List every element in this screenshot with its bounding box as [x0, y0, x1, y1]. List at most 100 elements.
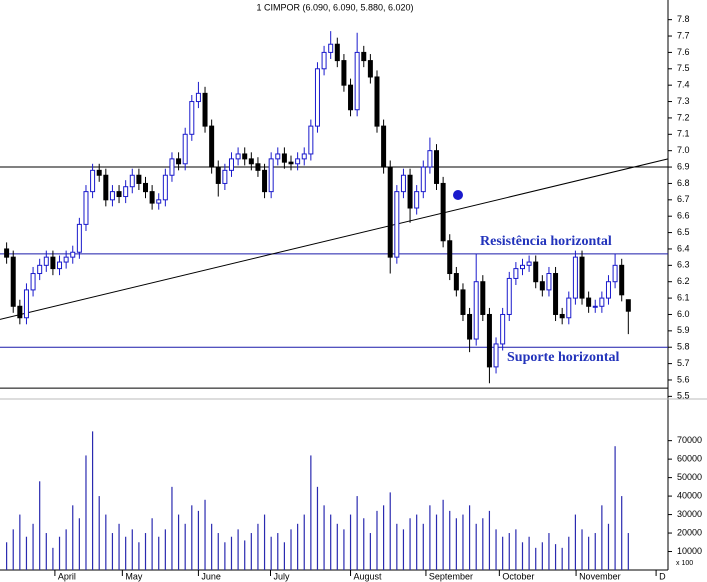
x-tick-label: August — [354, 571, 383, 581]
y-tick-label: 7.4 — [677, 80, 690, 90]
y-tick-label: 7.3 — [677, 96, 690, 106]
y-tick-label: 7.7 — [677, 30, 690, 40]
candle-body — [592, 305, 598, 308]
candle-body — [268, 158, 274, 193]
candle-body — [162, 174, 168, 201]
y-tick-label: 10000 — [677, 546, 702, 556]
candle-body — [275, 153, 281, 160]
y-tick-label: 6.3 — [677, 260, 690, 270]
candle-body — [321, 51, 327, 70]
x-tick-label: June — [201, 571, 221, 581]
candle-body — [348, 84, 354, 111]
y-tick-label: 30000 — [677, 509, 702, 519]
y-tick-label: 6.7 — [677, 194, 690, 204]
candle-body — [354, 51, 360, 111]
y-tick-label: 6.1 — [677, 292, 690, 302]
candle-body — [235, 153, 241, 160]
candle-body — [57, 261, 63, 270]
candle-body — [222, 169, 228, 184]
candle-body — [447, 240, 453, 275]
candle-body — [70, 251, 76, 258]
y-tick-label: 7.8 — [677, 14, 690, 24]
y-tick-label: 20000 — [677, 527, 702, 537]
candle-body — [519, 264, 525, 270]
candle-body — [156, 199, 162, 204]
y-tick-label: 7.1 — [677, 129, 690, 139]
candle-body — [493, 343, 499, 368]
candle-body — [572, 256, 578, 299]
candle-body — [407, 174, 413, 209]
y-tick-label: 6.6 — [677, 211, 690, 221]
volume-unit: x 100 — [676, 560, 693, 567]
candle-body — [189, 101, 195, 135]
candle-body — [334, 43, 340, 62]
candle-body — [625, 299, 631, 312]
y-tick-label: 60000 — [677, 454, 702, 464]
candle-body — [262, 169, 268, 193]
candle-body — [420, 166, 426, 193]
y-tick-label: 7.0 — [677, 145, 690, 155]
candle-body — [414, 191, 420, 209]
y-tick-label: 6.8 — [677, 178, 690, 188]
candle-body — [427, 150, 433, 168]
candle-body — [242, 153, 248, 160]
y-tick-label: 7.5 — [677, 63, 690, 73]
candle-body — [546, 273, 552, 291]
candle-body — [460, 289, 466, 315]
candle-body — [553, 273, 559, 315]
candle-body — [586, 297, 592, 307]
candle-body — [43, 256, 49, 266]
x-tick-label: October — [502, 571, 534, 581]
x-tick-label: November — [579, 571, 621, 581]
y-tick-label: 70000 — [677, 435, 702, 445]
candle-body — [599, 297, 605, 307]
candle-body — [486, 313, 492, 368]
y-tick-label: 5.9 — [677, 325, 690, 335]
candle-body — [434, 150, 440, 184]
y-tick-label: 6.0 — [677, 309, 690, 319]
candle-body — [248, 158, 254, 165]
y-tick-label: 6.4 — [677, 243, 690, 253]
candle-body — [295, 158, 301, 165]
candle-body — [109, 191, 115, 201]
candle-body — [533, 261, 539, 283]
y-tick-label: 40000 — [677, 490, 702, 500]
candle-body — [361, 51, 367, 62]
candle-body — [394, 191, 400, 258]
y-tick-label: 50000 — [677, 472, 702, 482]
candle-body — [440, 182, 446, 242]
y-tick-label: 5.5 — [677, 391, 690, 401]
candle-body — [612, 264, 618, 283]
candle-body — [83, 191, 89, 225]
chart-title: 1 CIMPOR (6.090, 6.090, 5.880, 6.020) — [256, 2, 413, 12]
candle-body — [23, 289, 29, 319]
candle-body — [209, 125, 215, 168]
candle-body — [328, 43, 334, 53]
annotation: Suporte horizontal — [507, 350, 620, 365]
y-tick-label: 7.6 — [677, 47, 690, 57]
candle-body — [381, 125, 387, 168]
candle-body — [4, 248, 10, 258]
candle-body — [605, 281, 611, 299]
candle-body — [374, 76, 380, 127]
candle-body — [526, 261, 532, 266]
x-tick-label: July — [274, 571, 291, 581]
candle-body — [400, 174, 406, 193]
candle-body — [367, 60, 373, 78]
candle-body — [473, 281, 479, 340]
candle-body — [579, 256, 585, 299]
candle-body — [195, 92, 201, 103]
candle-body — [341, 60, 347, 86]
candle-body — [129, 174, 135, 188]
candle-body — [539, 281, 545, 291]
candle-body — [228, 158, 234, 171]
trend-line — [0, 158, 669, 320]
candle-body — [63, 256, 69, 263]
candle-body — [301, 153, 307, 160]
candle-body — [281, 153, 287, 163]
x-tick-label: D — [659, 571, 666, 581]
y-tick-label: 6.9 — [677, 161, 690, 171]
candle-body — [30, 273, 36, 291]
y-tick-label: 5.7 — [677, 358, 690, 368]
candle-body — [255, 163, 261, 171]
